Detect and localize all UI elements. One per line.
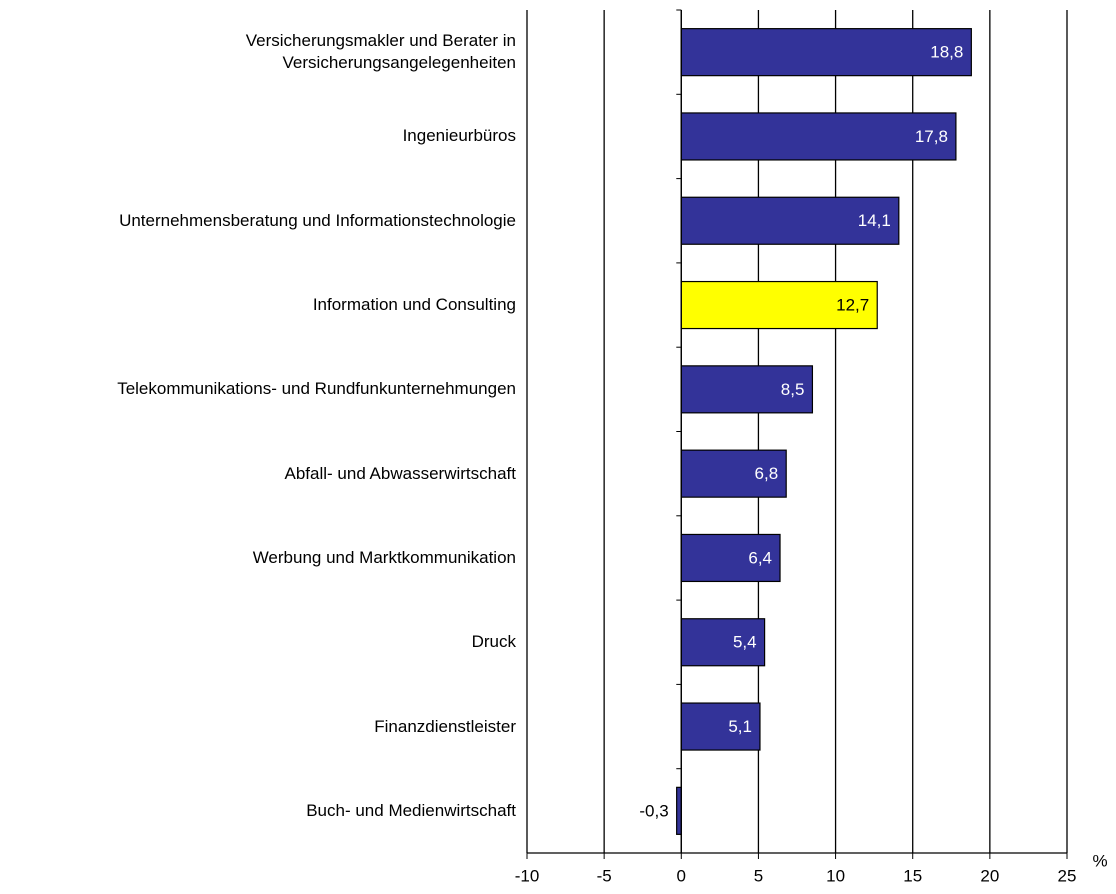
value-label: 8,5 [781, 380, 805, 399]
bar [680, 196, 900, 245]
category-label: Buch- und Medienwirtschaft [306, 800, 516, 820]
bar [680, 533, 781, 583]
category-label: Information und Consulting [312, 295, 516, 315]
bar [680, 702, 761, 751]
value-label: 6,8 [755, 464, 779, 483]
x-axis-label: % [1092, 851, 1107, 870]
value-label: 18,8 [930, 43, 963, 62]
category-label: Unternehmensberatung und Informationstec… [119, 210, 516, 230]
x-tick-label: 15 [903, 866, 922, 885]
bar [680, 280, 878, 330]
x-tick-label: -10 [515, 866, 540, 885]
category-label: Ingenieurbüros [402, 126, 516, 146]
category-label: Finanzdienstleister [374, 716, 516, 736]
value-label: 5,4 [733, 633, 757, 652]
bar [680, 28, 972, 77]
category-label: Telekommunikations- und Rundfunkunterneh… [117, 379, 516, 399]
bar [676, 786, 682, 835]
value-label: 14,1 [858, 211, 891, 230]
x-tick-label: 10 [826, 866, 845, 885]
value-label: -0,3 [639, 801, 668, 820]
bar [680, 365, 814, 414]
category-label: Versicherungsmakler und Berater in Versi… [245, 31, 516, 73]
x-tick-label: 0 [677, 866, 686, 885]
category-label: Werbung und Marktkommunikation [252, 547, 516, 567]
x-tick-label: -5 [597, 866, 612, 885]
value-label: 6,4 [748, 548, 772, 567]
category-label: Druck [471, 632, 516, 652]
bar [680, 618, 766, 667]
x-tick-label: 5 [754, 866, 763, 885]
value-label: 5,1 [728, 717, 752, 736]
x-tick-label: 25 [1058, 866, 1077, 885]
bar [680, 112, 957, 161]
x-tick-label: 20 [980, 866, 999, 885]
bar [680, 449, 787, 498]
value-label: 12,7 [836, 296, 869, 315]
value-label: 17,8 [915, 127, 948, 146]
category-label: Abfall- und Abwasserwirtschaft [284, 463, 517, 483]
